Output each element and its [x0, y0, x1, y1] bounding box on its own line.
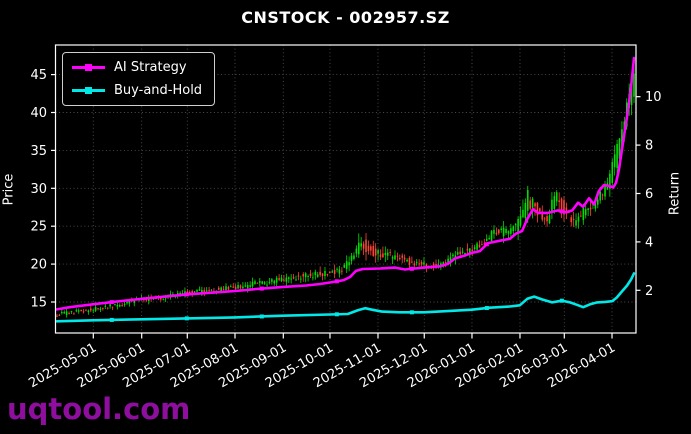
line-marker-icon: [559, 298, 564, 303]
y-right-tick-label: 10: [645, 90, 662, 105]
line-marker-icon: [484, 306, 489, 311]
y-right-tick-label: 4: [645, 235, 653, 250]
ai-strategy-line: [56, 56, 636, 311]
y-left-tick-label: 15: [30, 296, 47, 311]
line-marker-icon: [184, 292, 189, 297]
y-left-tick-label: 25: [30, 220, 47, 235]
y-left-tick-label: 20: [30, 258, 47, 273]
line-marker-icon: [259, 314, 264, 319]
ai-strategy-line-swatch: [72, 63, 105, 71]
y-axis-label-price: Price: [1, 173, 17, 206]
y-right-tick-label: 8: [645, 139, 653, 154]
y-left-tick-label: 45: [30, 68, 47, 83]
y-right-tick-label: 2: [645, 284, 653, 299]
ai-strategy-marker-icon: [85, 63, 92, 71]
y-left-tick-label: 30: [30, 182, 47, 197]
buy-and-hold-marker-icon: [85, 86, 92, 94]
legend-label: Buy-and-Hold: [114, 83, 203, 98]
legend: AI Strategy Buy-and-Hold: [62, 52, 216, 106]
y-axis-label-return: Return: [667, 171, 683, 216]
watermark: uqtool.com: [7, 392, 191, 426]
candlestick-series: [56, 60, 635, 318]
buy-and-hold-line: [56, 272, 636, 323]
legend-item-ai-strategy: AI Strategy: [72, 58, 202, 77]
x-tick-labels: 2025-05-012025-06-012025-07-012025-08-01…: [26, 340, 618, 391]
line-marker-icon: [109, 300, 114, 305]
line-marker-icon: [409, 310, 414, 315]
line-marker-icon: [559, 209, 564, 214]
line-marker-icon: [109, 317, 114, 322]
line-marker-icon: [484, 242, 489, 247]
chart-title: CNSTOCK - 002957.SZ: [241, 8, 450, 27]
y-left-tick-label: 40: [30, 106, 47, 121]
y-right-tick-labels: 2 4 6 8 10: [645, 90, 662, 299]
line-marker-icon: [409, 266, 414, 271]
line-marker-icon: [334, 312, 339, 317]
buy-and-hold-line-swatch: [72, 86, 105, 94]
y-left-tick-labels: 15 20 25 30 35 40 45: [30, 68, 47, 310]
legend-label: AI Strategy: [114, 60, 187, 75]
line-marker-icon: [259, 286, 264, 291]
legend-item-buy-and-hold: Buy-and-Hold: [72, 81, 202, 100]
return-lines: [56, 56, 636, 323]
axis-tick-marks: [51, 73, 641, 339]
gridlines: [55, 45, 636, 333]
line-marker-icon: [334, 279, 339, 284]
axes-spines: [54, 44, 637, 334]
line-marker-icon: [184, 316, 189, 321]
y-left-tick-label: 35: [30, 144, 47, 159]
y-right-tick-label: 6: [645, 187, 653, 202]
